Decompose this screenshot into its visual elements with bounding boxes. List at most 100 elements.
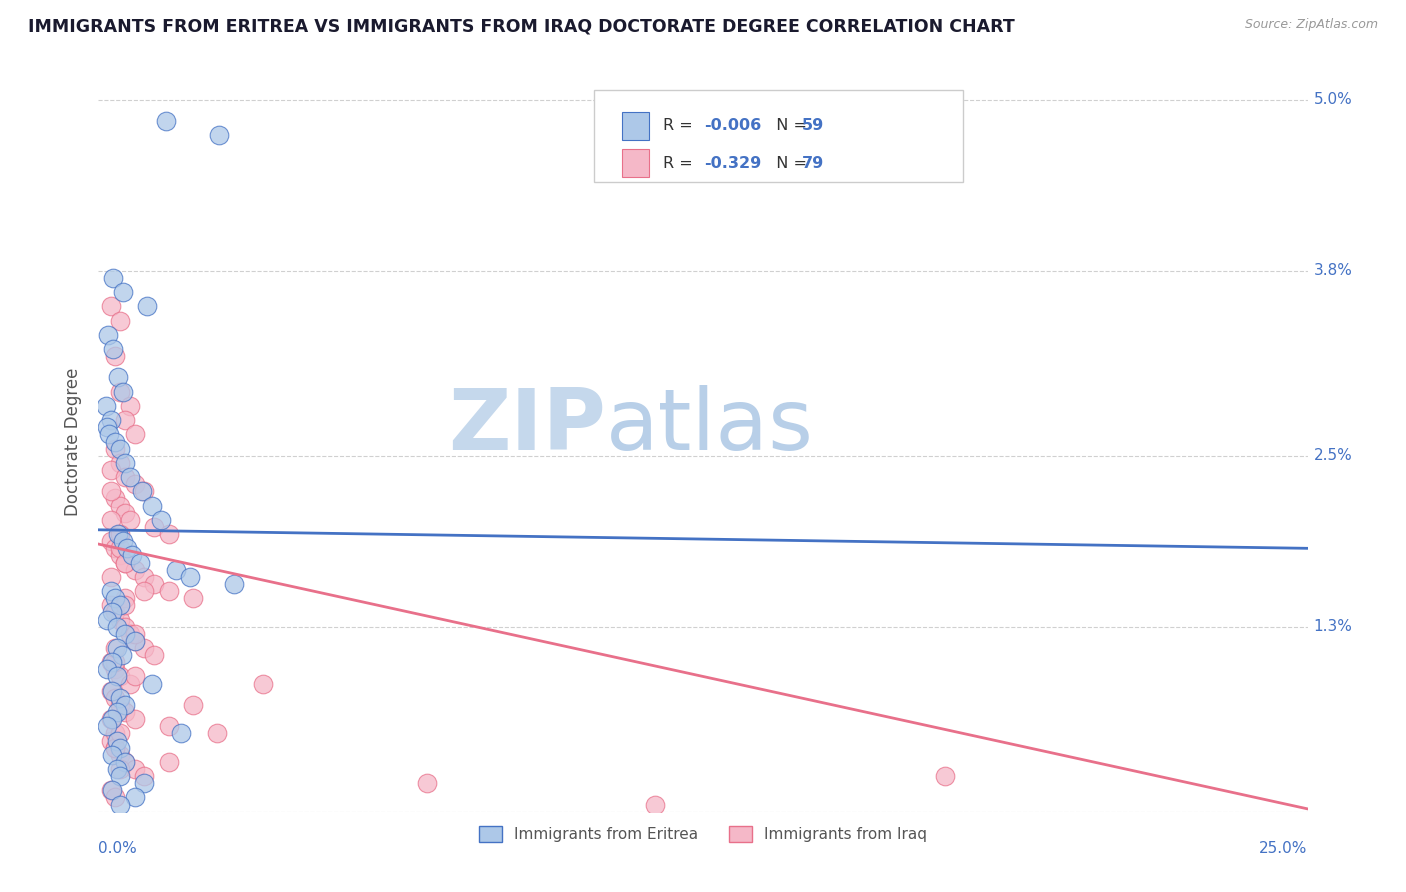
Point [108, 499, 131, 513]
Point [98, 427, 121, 442]
Legend: Immigrants from Eritrea, Immigrants from Iraq: Immigrants from Eritrea, Immigrants from… [472, 821, 934, 848]
Point [108, 599, 131, 613]
FancyBboxPatch shape [621, 112, 648, 140]
Point [100, 299, 122, 313]
Point [100, 584, 122, 599]
Point [104, 662, 127, 676]
Point [114, 626, 136, 640]
Point [150, 513, 173, 527]
Point [104, 349, 127, 363]
Point [100, 683, 122, 698]
Point [105, 762, 128, 776]
Text: atlas: atlas [606, 385, 814, 468]
Point [100, 484, 122, 499]
Point [124, 427, 146, 442]
Text: 0.0%: 0.0% [98, 841, 138, 856]
Point [934, 769, 956, 783]
Point [108, 726, 131, 740]
Point [101, 712, 124, 726]
Point [100, 655, 122, 669]
Point [169, 726, 191, 740]
Point [124, 790, 146, 805]
Point [100, 413, 122, 427]
Point [118, 676, 141, 690]
Text: 2.5%: 2.5% [1313, 449, 1353, 463]
Point [134, 484, 156, 499]
Point [118, 513, 141, 527]
Point [108, 442, 131, 456]
Point [100, 783, 122, 797]
Point [108, 740, 131, 755]
Point [114, 456, 136, 470]
Point [118, 470, 141, 484]
Text: -0.006: -0.006 [704, 119, 762, 134]
Text: N =: N = [766, 156, 813, 171]
Point [104, 606, 127, 620]
Point [94, 399, 117, 413]
Text: 1.3%: 1.3% [1313, 619, 1353, 634]
Point [104, 655, 127, 669]
Point [111, 384, 134, 399]
Point [121, 549, 143, 563]
Point [111, 648, 134, 662]
Text: R =: R = [664, 119, 697, 134]
Point [104, 434, 127, 449]
Text: 5.0%: 5.0% [1313, 93, 1353, 107]
Text: 59: 59 [803, 119, 824, 134]
Point [105, 733, 128, 747]
Point [165, 563, 187, 577]
Point [108, 527, 131, 541]
Point [108, 769, 131, 783]
Point [108, 698, 131, 712]
Point [108, 549, 131, 563]
Point [114, 599, 136, 613]
Point [157, 584, 180, 599]
Point [124, 633, 146, 648]
Point [114, 619, 136, 633]
Text: 25.0%: 25.0% [1260, 841, 1308, 856]
Point [104, 442, 127, 456]
Point [124, 563, 146, 577]
Point [105, 619, 128, 633]
Point [114, 470, 136, 484]
Point [101, 783, 124, 797]
Point [101, 342, 124, 356]
Text: N =: N = [766, 119, 813, 134]
Point [108, 541, 131, 556]
Text: 79: 79 [803, 156, 824, 171]
Point [124, 626, 146, 640]
FancyBboxPatch shape [621, 149, 648, 178]
Point [114, 698, 136, 712]
Y-axis label: Doctorate Degree: Doctorate Degree [65, 368, 83, 516]
Point [157, 527, 180, 541]
Point [114, 413, 136, 427]
Point [104, 740, 127, 755]
Point [134, 769, 156, 783]
Point [108, 613, 131, 627]
Point [114, 556, 136, 570]
Point [134, 776, 156, 790]
Point [114, 591, 136, 606]
Point [208, 128, 231, 143]
Point [416, 776, 439, 790]
Text: 3.8%: 3.8% [1313, 263, 1353, 278]
Point [108, 690, 131, 705]
Point [124, 669, 146, 683]
Point [104, 690, 127, 705]
Point [155, 114, 177, 128]
Point [108, 762, 131, 776]
Text: IMMIGRANTS FROM ERITREA VS IMMIGRANTS FROM IRAQ DOCTORATE DEGREE CORRELATION CHA: IMMIGRANTS FROM ERITREA VS IMMIGRANTS FR… [28, 18, 1015, 36]
Point [105, 705, 128, 719]
Point [124, 712, 146, 726]
Point [100, 570, 122, 584]
Point [134, 570, 156, 584]
Point [104, 726, 127, 740]
Point [100, 733, 122, 747]
Point [96, 719, 118, 733]
FancyBboxPatch shape [595, 90, 963, 183]
Point [179, 570, 201, 584]
Point [143, 520, 166, 534]
Point [100, 513, 122, 527]
Point [128, 556, 150, 570]
Point [108, 797, 131, 812]
